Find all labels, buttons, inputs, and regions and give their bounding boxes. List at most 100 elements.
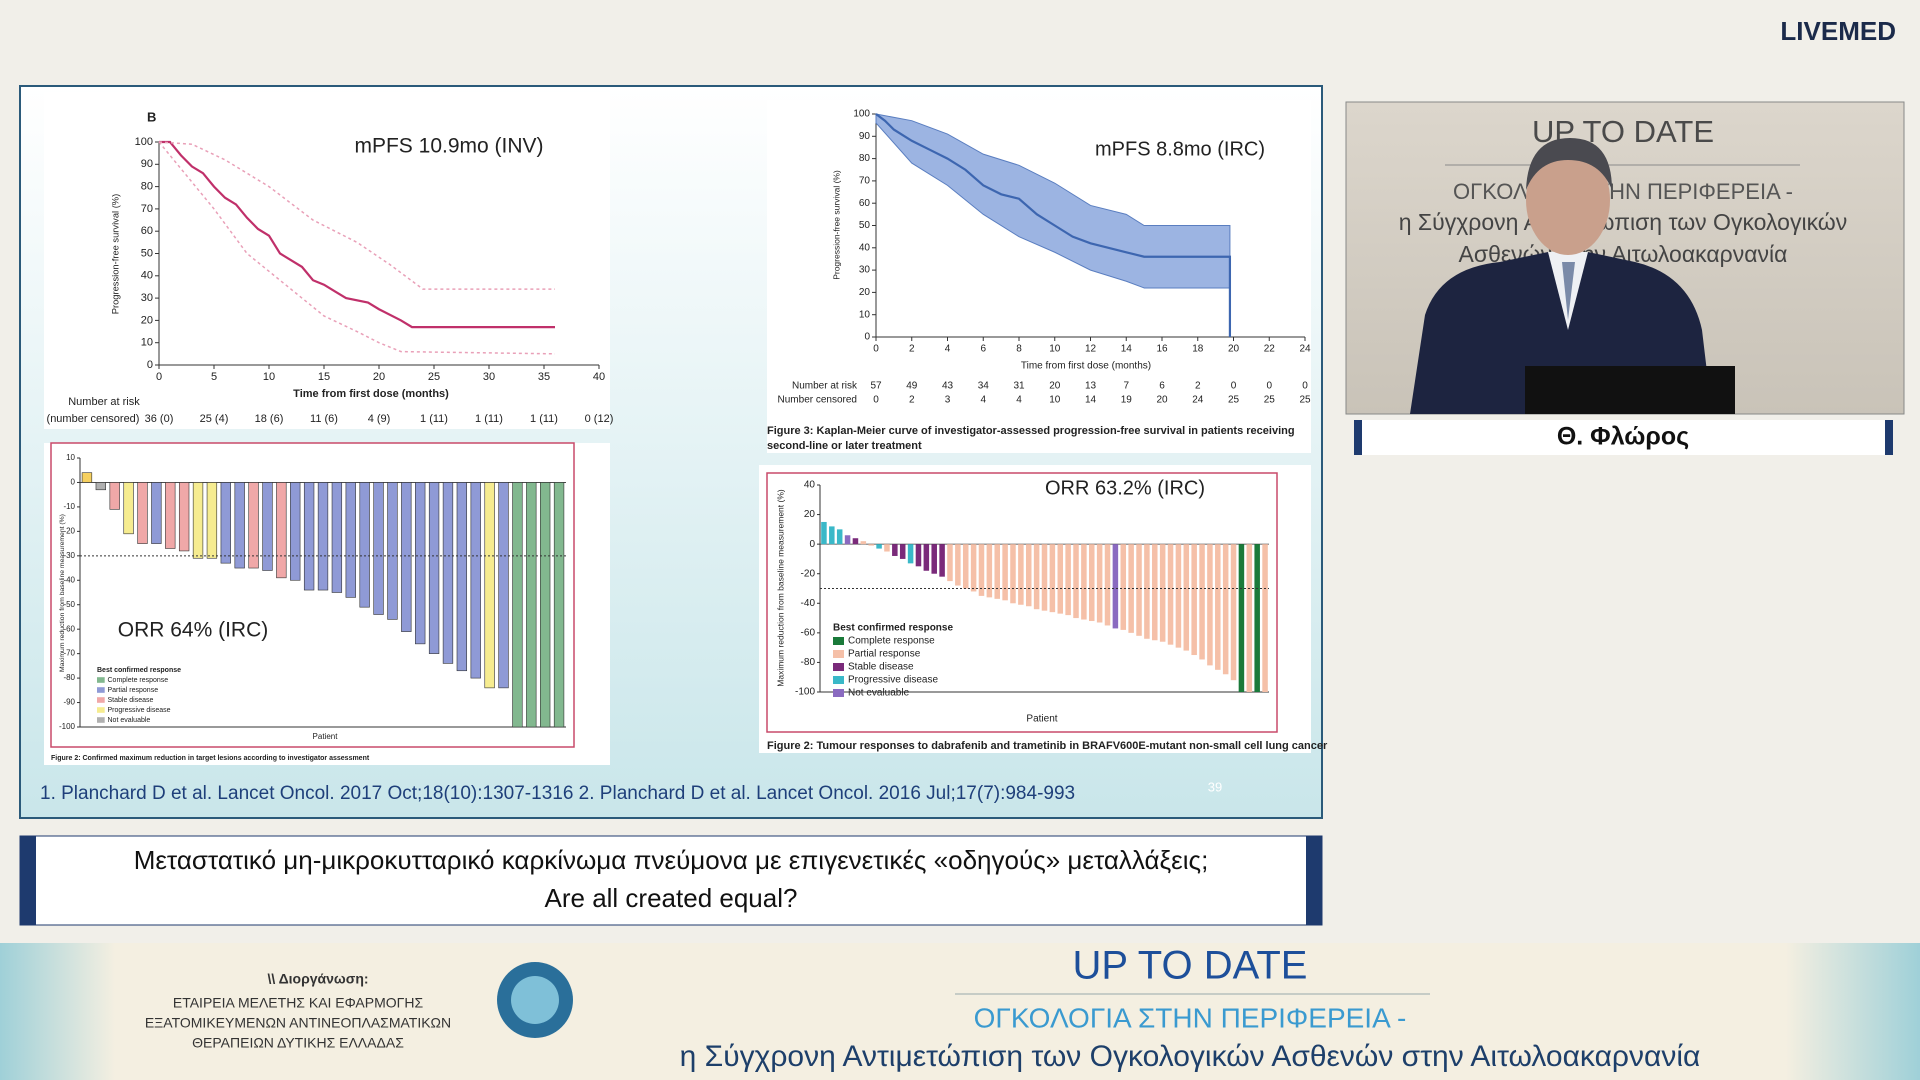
risk-value: 6 xyxy=(1159,381,1165,392)
organizer: ΕΞΑΤΟΜΙΚΕΥΜΕΝΩΝ ΑΝΤΙΝΕΟΠΛΑΣΜΑΤΙΚΩΝ xyxy=(145,1015,451,1031)
bar xyxy=(821,521,827,545)
name-bar-edge xyxy=(1885,420,1893,455)
y-tick-label: 70 xyxy=(859,176,871,187)
y-tick-label: 40 xyxy=(859,242,871,253)
bar xyxy=(1152,544,1158,641)
legend-swatch xyxy=(97,717,105,723)
bar xyxy=(907,544,914,564)
risk-value: 2 xyxy=(1195,381,1201,392)
banner-title: UP TO DATE xyxy=(1073,944,1308,988)
y-tick-label: 10 xyxy=(141,337,153,349)
bar xyxy=(109,482,120,510)
y-tick-label: 30 xyxy=(859,265,871,276)
name-bar-edge xyxy=(1354,420,1362,455)
y-tick-label: 0 xyxy=(864,332,870,343)
y-axis-label: Progression-free survival (%) xyxy=(110,194,120,314)
bar xyxy=(852,538,859,545)
x-tick-label: 22 xyxy=(1264,344,1276,355)
risk-value: 4 xyxy=(980,395,986,406)
risk-label: Number censored xyxy=(778,395,857,406)
x-tick-label: 10 xyxy=(1049,344,1061,355)
y-tick-label: 80 xyxy=(141,181,153,193)
bar xyxy=(1010,544,1016,604)
backdrop-text: η Σύγχρονη Αντιμετώπιση των Ογκολογικών xyxy=(1399,209,1848,235)
legend-label: Not evaluable xyxy=(108,717,151,724)
legend-swatch xyxy=(833,689,844,697)
x-tick-label: 20 xyxy=(1228,344,1240,355)
risk-value: 0 xyxy=(873,395,879,406)
bar xyxy=(1089,544,1095,622)
figure-caption: Figure 2: Tumour responses to dabrafenib… xyxy=(767,740,1328,752)
banner-tagline: η Σύγχρονη Αντιμετώπιση των Ογκολογικών … xyxy=(680,1040,1701,1073)
legend-swatch xyxy=(833,676,844,684)
bar xyxy=(962,544,969,589)
x-tick-label: 40 xyxy=(593,371,605,383)
y-tick-label: 50 xyxy=(141,247,153,259)
bar xyxy=(1191,544,1197,656)
y-tick-label: 50 xyxy=(859,220,871,231)
x-tick-label: 12 xyxy=(1085,344,1097,355)
x-axis-label: Time from first dose (months) xyxy=(293,388,449,400)
x-tick-label: 4 xyxy=(945,344,951,355)
bar xyxy=(303,482,315,591)
speaker-hair xyxy=(1526,138,1612,190)
y-tick-label: 30 xyxy=(141,292,153,304)
bar xyxy=(206,482,218,559)
caption-edge xyxy=(1306,836,1322,925)
bar xyxy=(923,544,930,571)
y-tick-label: 10 xyxy=(859,309,871,320)
bar xyxy=(359,482,370,608)
y-tick-label: 90 xyxy=(859,131,871,142)
bar xyxy=(1207,544,1213,666)
curve xyxy=(875,113,1232,337)
risk-value: 0 xyxy=(1302,381,1308,392)
risk-label: (number censored) xyxy=(47,413,140,425)
x-tick-label: 30 xyxy=(483,371,495,383)
y-tick-label: 100 xyxy=(135,136,153,148)
y-tick-label: -60 xyxy=(63,624,75,633)
bar xyxy=(986,544,993,598)
legend-swatch xyxy=(97,687,105,693)
y-tick-label: 10 xyxy=(66,453,75,462)
bar xyxy=(1018,544,1024,605)
bar xyxy=(1128,544,1134,633)
risk-value: 4 (9) xyxy=(368,413,391,425)
y-tick-label: 90 xyxy=(141,158,153,170)
bar xyxy=(345,482,356,598)
bar xyxy=(1199,544,1205,660)
risk-value: 25 (4) xyxy=(200,413,229,425)
risk-value: 34 xyxy=(978,381,990,392)
y-axis-label: Maximum reduction from baseline measurem… xyxy=(59,514,66,672)
bar xyxy=(178,482,190,552)
bar xyxy=(1112,544,1119,629)
legend-label: Stable disease xyxy=(848,662,914,673)
bar xyxy=(1041,544,1048,611)
risk-label: Number at risk xyxy=(792,381,858,392)
risk-value: 4 xyxy=(1016,395,1022,406)
bar xyxy=(387,482,398,620)
y-tick-label: -40 xyxy=(801,598,816,609)
bar xyxy=(994,544,1000,599)
risk-value: 2 xyxy=(909,395,915,406)
risk-value: 57 xyxy=(870,381,882,392)
bar xyxy=(151,482,162,544)
bar xyxy=(1238,544,1245,692)
y-tick-label: -30 xyxy=(63,551,75,560)
bar xyxy=(553,482,565,728)
bar xyxy=(829,526,835,545)
bar xyxy=(1222,544,1229,675)
bar xyxy=(884,544,890,552)
bar xyxy=(1104,544,1111,626)
x-tick-label: 8 xyxy=(1016,344,1022,355)
figure-caption: second-line or later treatment xyxy=(767,440,922,452)
bar xyxy=(137,482,148,544)
y-tick-label: 70 xyxy=(141,203,153,215)
risk-value: 3 xyxy=(945,395,951,406)
legend-label: Progressive disease xyxy=(108,707,171,714)
bar xyxy=(165,482,176,549)
bar xyxy=(931,544,937,574)
caption-line: Are all created equal? xyxy=(545,883,798,913)
curve xyxy=(159,140,555,329)
